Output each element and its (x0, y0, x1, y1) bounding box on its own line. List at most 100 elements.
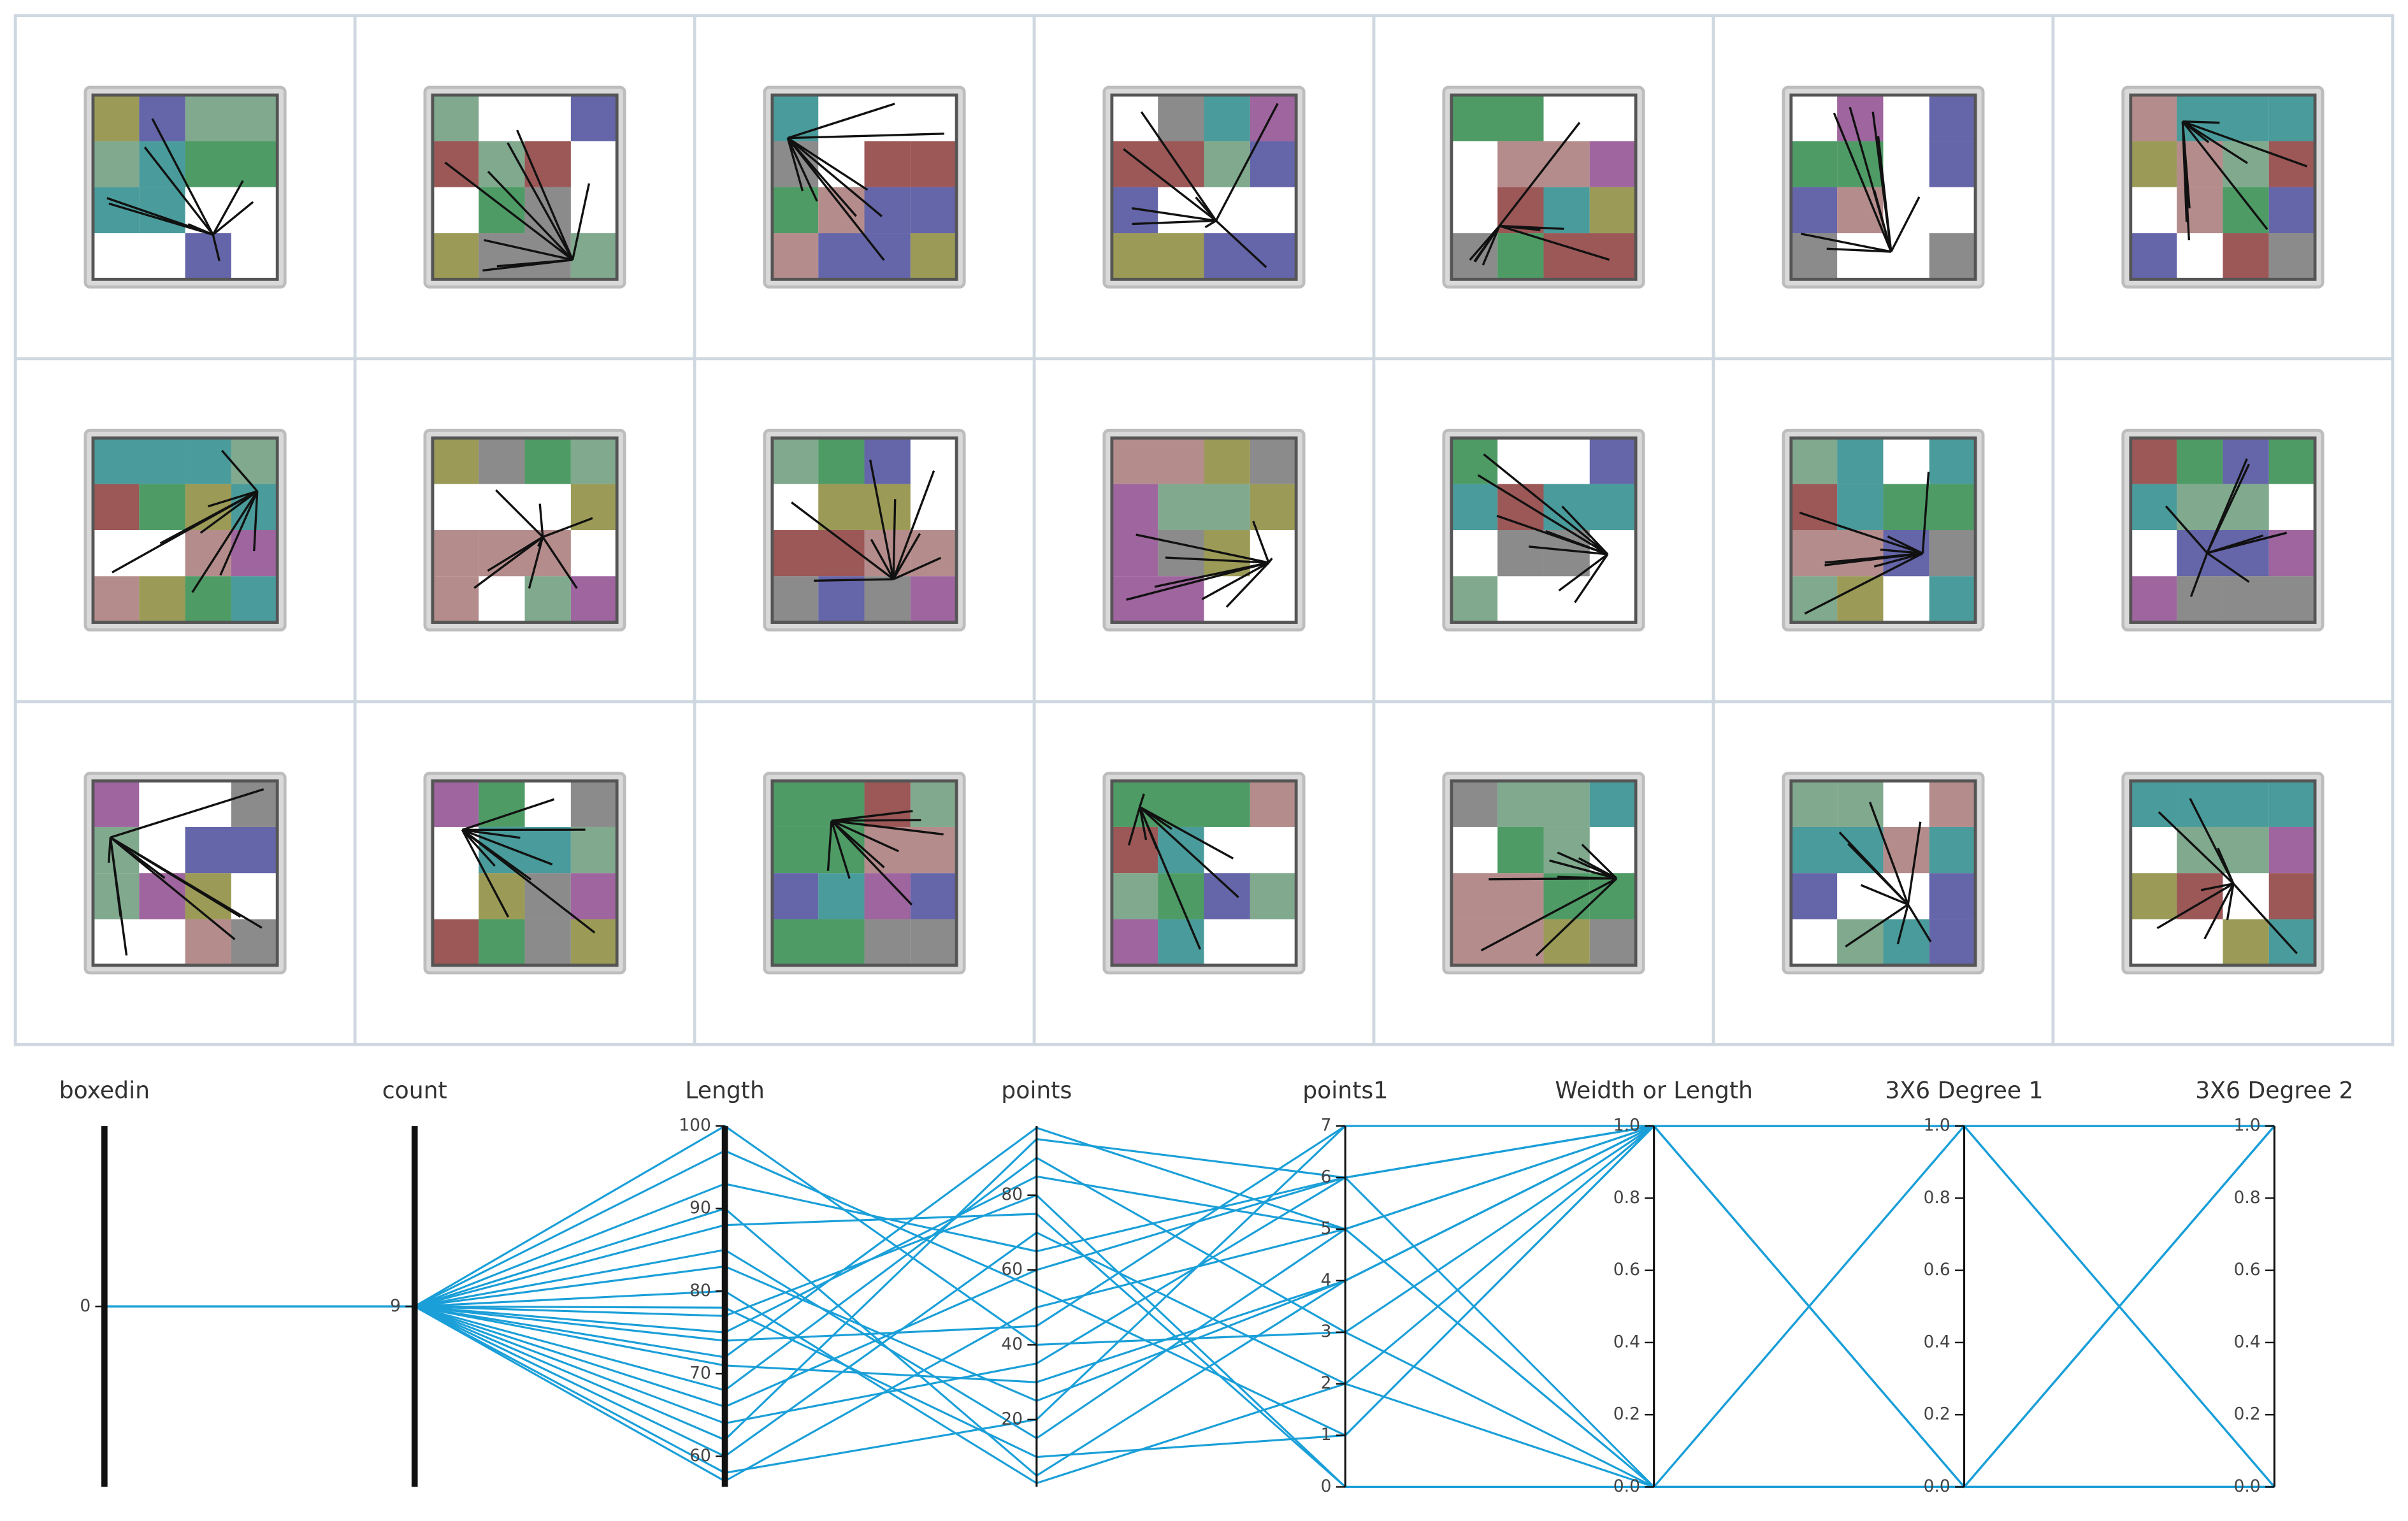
thumbnail[interactable] (693, 700, 1035, 1045)
thumb-edge (2182, 120, 2210, 143)
thumb-edge (831, 819, 899, 853)
thumbnail[interactable] (83, 85, 287, 289)
thumb-tile (910, 576, 957, 623)
axis-title: 3X6 Degree 2 (2195, 1077, 2353, 1104)
thumb-edge (787, 103, 895, 140)
thumbnail[interactable] (2051, 15, 2325, 359)
tick-label: 0.8 (2233, 1188, 2260, 1207)
thumb-tile (1929, 233, 1976, 280)
data-line (104, 1125, 2275, 1489)
tick-label: 7 (1321, 1116, 1332, 1135)
thumb-tile (1589, 781, 1636, 827)
thumb-tile (1543, 484, 1636, 530)
thumb-tile (772, 233, 819, 280)
thumb-tile (92, 484, 140, 530)
thumb-tile (479, 438, 525, 484)
thumb-tile (772, 187, 819, 234)
thumb-edge (892, 499, 897, 579)
thumb-edge (831, 819, 944, 836)
thumbnail[interactable] (15, 357, 356, 632)
tick-label: 100 (679, 1116, 711, 1135)
thumb-edge (1847, 843, 1909, 905)
thumb-tile (479, 141, 525, 187)
thumbnail[interactable] (15, 700, 356, 975)
thumb-tile (2177, 576, 2223, 623)
thumb-border (1450, 436, 1638, 624)
thumbnail[interactable] (1712, 357, 2053, 702)
thumbnail[interactable] (353, 15, 626, 359)
thumb-tile (2177, 438, 2223, 484)
thumb-tile (772, 95, 819, 141)
thumbnail[interactable] (1032, 15, 1306, 359)
tick-label: 60 (1001, 1260, 1023, 1280)
thumb-tile (570, 826, 617, 874)
thumb-tile (570, 781, 617, 827)
thumbnail[interactable] (1372, 357, 1713, 702)
thumb-tile (1929, 781, 1976, 827)
thumb-edge (1528, 545, 1608, 556)
thumb-edge (2182, 120, 2248, 164)
thumb-edge (1574, 553, 1609, 603)
thumb-tile (1204, 141, 1250, 187)
thumb-tile (139, 576, 185, 623)
thumb-edge (110, 836, 263, 929)
thumb-tile (432, 576, 479, 623)
thumb-edge (1907, 904, 1932, 942)
thumb-tile (185, 826, 278, 874)
thumbnail[interactable] (1032, 700, 1374, 1045)
tick-label: 20 (1001, 1409, 1023, 1429)
tick-label: 9 (390, 1296, 401, 1316)
thumb-edge (1896, 904, 1909, 944)
thumb-edge (219, 491, 259, 576)
thumb-tile (2130, 233, 2177, 280)
thumb-tile (92, 438, 185, 484)
axis-title: points (1001, 1077, 1072, 1104)
thumb-tile (772, 438, 819, 484)
thumb-edge (109, 837, 128, 956)
thumbnail[interactable] (353, 357, 695, 702)
thumbnail[interactable] (1372, 15, 1645, 359)
thumbnail[interactable] (1712, 700, 2053, 1045)
thumbnail[interactable] (1712, 15, 1985, 359)
thumb-edge (444, 161, 573, 261)
thumb-tile (910, 873, 957, 919)
thumbnail[interactable] (2051, 357, 2393, 702)
thumb-tile (479, 530, 571, 577)
thumb-edge (516, 129, 574, 261)
thumbnail[interactable] (693, 357, 1035, 702)
thumb-edge (1826, 247, 1891, 253)
thumbnail[interactable] (1032, 357, 1374, 702)
tick-label: 0 (80, 1296, 90, 1316)
thumb-tile (2130, 438, 2177, 484)
thumb-edge (495, 489, 544, 538)
thumb-edge (461, 828, 553, 866)
thumb-tile (479, 781, 525, 827)
thumbnail[interactable] (1372, 700, 1713, 1045)
thumb-tile (1250, 438, 1297, 484)
thumb-tile (432, 530, 479, 577)
thumbnail[interactable] (693, 15, 966, 359)
thumb-tile (1250, 141, 1297, 187)
thumb-tile (1204, 95, 1250, 141)
thumb-tile (910, 233, 957, 280)
thumb-edge (1165, 556, 1269, 564)
tick-label: 0.4 (2233, 1332, 2260, 1352)
thumb-tile (185, 438, 231, 484)
thumb-edge (1561, 505, 1609, 555)
tick-label: 1.0 (1613, 1116, 1640, 1135)
thumb-edge (461, 829, 510, 918)
thumb-tile (772, 576, 819, 623)
thumb-edge (1136, 533, 1269, 564)
thumb-edge (571, 183, 591, 261)
thumb-edge (830, 819, 913, 906)
thumb-edge (1804, 552, 1924, 615)
thumb-tile (570, 233, 617, 280)
thumb-tile (524, 576, 571, 623)
thumbnail[interactable] (353, 700, 695, 1045)
thumb-edge (1225, 561, 1270, 608)
tick-label: 2 (1321, 1373, 1332, 1393)
thumb-edge (1483, 453, 1608, 556)
thumb-tile (139, 484, 185, 530)
thumbnail[interactable] (2051, 700, 2393, 1045)
